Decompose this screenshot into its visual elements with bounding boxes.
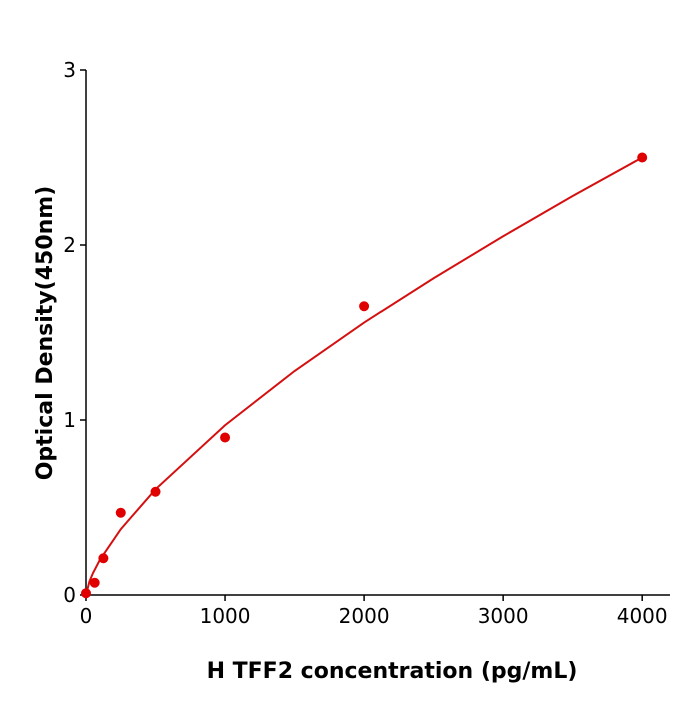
x-axis-label: H TFF2 concentration (pg/mL)	[207, 659, 578, 684]
data-point	[115, 507, 126, 518]
y-tick-label: 1	[63, 408, 76, 432]
data-point	[220, 432, 231, 443]
y-tick-label: 3	[63, 58, 76, 82]
x-tick-label: 3000	[478, 604, 529, 628]
x-tick-label: 0	[80, 604, 93, 628]
x-tick-label: 4000	[617, 604, 668, 628]
y-tick-label: 2	[63, 233, 76, 257]
data-point	[98, 553, 109, 564]
x-tick-label: 2000	[339, 604, 390, 628]
data-point	[81, 588, 91, 599]
fit-curve	[85, 156, 643, 596]
data-point	[150, 486, 161, 497]
data-point	[89, 577, 100, 588]
data-point	[637, 152, 648, 163]
y-axis-label: Optical Density(450nm)	[33, 186, 58, 481]
x-tick-label: 1000	[200, 604, 251, 628]
data-point	[359, 301, 370, 312]
y-tick-label: 0	[63, 583, 76, 607]
